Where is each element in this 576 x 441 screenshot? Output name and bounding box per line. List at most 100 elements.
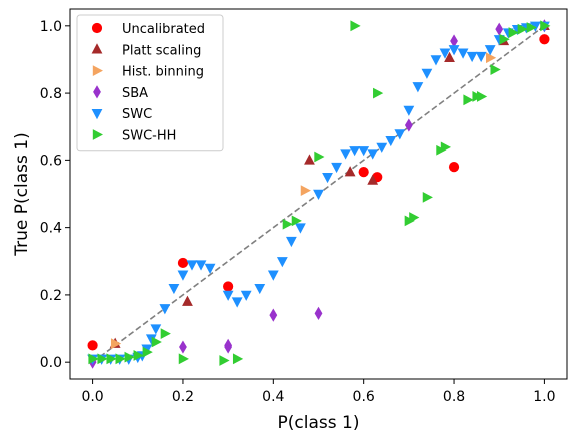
data-point-swc xyxy=(358,146,370,157)
data-point-swc-hh xyxy=(151,336,162,348)
data-point-swc xyxy=(466,51,478,63)
data-point-swc xyxy=(267,270,279,281)
data-point-swc-hh xyxy=(440,141,452,153)
data-point-swc-hh xyxy=(160,328,171,339)
data-point-swc-hh xyxy=(373,87,384,99)
x-tick-label: 0.6 xyxy=(353,389,375,405)
legend-marker-swc xyxy=(91,109,103,120)
data-point-swc xyxy=(222,290,234,301)
data-point-swc xyxy=(168,283,180,295)
data-point-uncalibrated xyxy=(87,340,98,351)
data-point-swc xyxy=(331,162,342,174)
data-point-swc-hh xyxy=(291,215,302,227)
data-point-swc-hh xyxy=(526,22,537,33)
legend-marker-hist-binning xyxy=(92,65,103,76)
y-tick-label: 0.8 xyxy=(40,86,62,102)
data-point-swc-hh xyxy=(142,346,153,358)
legend-label-swc: SWC xyxy=(122,107,152,122)
legend-label-swc-hh: SWC-HH xyxy=(122,129,176,144)
data-point-swc-hh xyxy=(508,27,519,38)
x-tick-label: 0.0 xyxy=(81,389,103,405)
y-tick-label: 1.0 xyxy=(40,19,62,35)
series-swc-hh xyxy=(88,20,551,366)
data-point-swc xyxy=(177,270,189,281)
data-point-swc-hh xyxy=(115,353,126,365)
legend-label-hist-binning: Hist. binning xyxy=(122,65,204,80)
data-point-swc xyxy=(159,304,171,315)
y-tick-label: 0.2 xyxy=(40,288,62,304)
data-point-swc-hh xyxy=(490,64,501,75)
data-point-uncalibrated xyxy=(539,34,550,45)
data-point-swc-hh xyxy=(463,94,474,106)
data-point-platt-scaling xyxy=(444,51,455,62)
data-point-platt-scaling xyxy=(182,295,193,306)
x-tick-label: 0.8 xyxy=(443,389,465,405)
data-point-platt-scaling xyxy=(344,166,356,177)
data-marks-layer xyxy=(87,19,551,369)
data-point-swc xyxy=(475,51,487,63)
data-point-swc-hh xyxy=(499,33,510,45)
data-point-swc xyxy=(313,189,324,200)
legend-marker-sba xyxy=(93,85,101,99)
legend-marker-platt-scaling xyxy=(91,43,103,54)
data-point-swc xyxy=(295,223,306,234)
legend: Uncalibrated Platt scaling Hist. binning SB… xyxy=(76,14,224,152)
data-point-swc-hh xyxy=(282,218,293,230)
data-point-sba xyxy=(314,306,323,321)
data-point-swc-hh xyxy=(422,191,433,203)
data-point-swc-hh xyxy=(124,351,135,363)
legend-box xyxy=(76,14,224,152)
data-point-swc-hh xyxy=(219,355,230,366)
data-point-swc xyxy=(430,55,442,66)
legend-label-platt-scaling: Platt scaling xyxy=(122,43,201,58)
data-point-swc xyxy=(186,260,198,271)
data-point-hist-binning xyxy=(485,52,497,64)
data-point-sba xyxy=(495,22,504,36)
data-point-swc-hh xyxy=(106,353,117,365)
data-point-swc-hh xyxy=(97,353,108,365)
y-tick-label: 0.6 xyxy=(40,153,62,169)
axis-ticks-layer: 0.0 0.2 0.4 0.6 0.8 1.0 0.0 0.2 0.4 0.6 0.8 1.0 xyxy=(40,19,556,405)
data-point-swc xyxy=(457,48,469,59)
y-tick-label: 0.4 xyxy=(40,221,62,237)
data-point-hist-binning xyxy=(300,185,311,197)
legend-label-uncalibrated: Uncalibrated xyxy=(122,22,205,37)
data-point-swc xyxy=(376,142,388,153)
data-point-sba xyxy=(404,118,413,132)
data-point-swc-hh xyxy=(88,353,99,365)
x-tick-label: 0.4 xyxy=(262,389,284,405)
data-point-uncalibrated xyxy=(448,161,460,173)
data-point-hist-binning xyxy=(110,338,122,350)
data-point-platt-scaling xyxy=(367,174,379,185)
data-point-swc xyxy=(421,68,433,79)
x-axis-label: P(class 1) xyxy=(278,413,360,433)
data-point-swc-hh xyxy=(314,151,325,163)
data-point-swc xyxy=(448,45,460,56)
data-point-swc-hh xyxy=(409,212,420,223)
data-point-swc-hh xyxy=(178,353,189,365)
data-point-sba xyxy=(269,308,278,322)
data-point-swc-hh xyxy=(350,20,361,32)
data-point-swc xyxy=(276,257,288,268)
x-tick-label: 1.0 xyxy=(533,389,555,405)
data-point-swc-hh xyxy=(232,353,244,365)
data-point-swc-hh xyxy=(133,350,144,361)
data-point-sba xyxy=(450,34,458,48)
data-point-swc xyxy=(231,297,243,308)
data-point-uncalibrated xyxy=(177,257,189,269)
series-hist-binning xyxy=(110,52,497,350)
y-axis-label: True P(class 1) xyxy=(12,132,32,256)
data-point-platt-scaling xyxy=(304,154,315,165)
data-point-swc xyxy=(385,135,397,147)
data-point-swc-hh xyxy=(476,91,488,102)
data-point-swc xyxy=(322,172,333,184)
legend-label-sba: SBA xyxy=(122,86,148,101)
y-tick-label: 0.0 xyxy=(40,355,62,371)
data-point-swc xyxy=(204,263,216,274)
legend-marker-swc-hh xyxy=(92,129,103,140)
data-point-swc xyxy=(145,334,157,345)
data-point-swc xyxy=(403,105,415,116)
data-point-swc xyxy=(394,129,406,140)
data-point-swc xyxy=(254,283,266,295)
data-point-sba xyxy=(224,340,233,354)
